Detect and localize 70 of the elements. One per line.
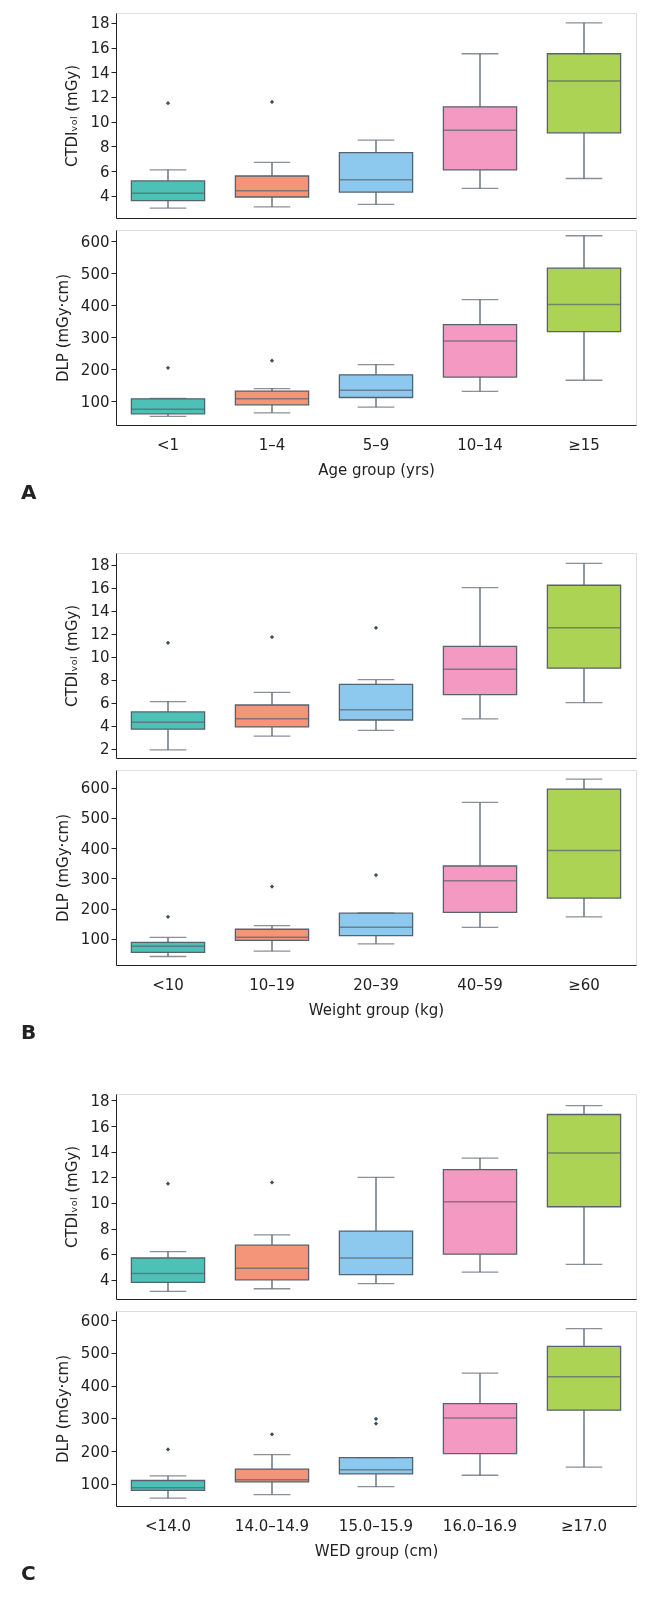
y-tick-label: 600 bbox=[80, 232, 110, 251]
y-tick-label: 2 bbox=[99, 740, 110, 759]
y-tick-label: 100 bbox=[80, 1475, 110, 1494]
y-tick-label: 6 bbox=[99, 162, 110, 181]
text: C bbox=[21, 1561, 36, 1585]
y-tick-label: 12 bbox=[90, 625, 110, 644]
y-tick-label: 16 bbox=[90, 39, 110, 58]
y-tick-label: 300 bbox=[80, 869, 110, 888]
x-tick-label: 10–14 bbox=[457, 435, 503, 454]
y-tick-label: 14 bbox=[90, 1143, 110, 1162]
y-tick-label: 8 bbox=[99, 1220, 110, 1239]
y-tick-label: 200 bbox=[80, 360, 110, 379]
y-tick-label: 4 bbox=[99, 717, 110, 736]
y-tick-label: 500 bbox=[80, 1344, 110, 1363]
x-tick-label: ≥15 bbox=[568, 435, 600, 454]
y-axis-title: CTDIᵥₒₗ (mGy) bbox=[63, 1145, 82, 1249]
y-tick-label: 6 bbox=[99, 1245, 110, 1264]
text: B bbox=[21, 1020, 37, 1044]
y-axis-title: CTDIᵥₒₗ (mGy) bbox=[63, 604, 82, 708]
y-tick-label: 300 bbox=[80, 328, 110, 347]
x-tick-label: 10–19 bbox=[249, 975, 295, 994]
y-tick-label: 14 bbox=[90, 63, 110, 82]
y-axis-title: CTDIᵥₒₗ (mGy) bbox=[63, 64, 82, 168]
text: A bbox=[21, 480, 37, 504]
y-tick-label: 200 bbox=[80, 1442, 110, 1461]
y-tick-label: 100 bbox=[80, 930, 110, 949]
y-tick-label: 18 bbox=[90, 556, 110, 575]
y-axis-title: DLP (mGy·cm) bbox=[53, 813, 72, 923]
y-tick-label: 8 bbox=[99, 137, 110, 156]
y-tick-label: 12 bbox=[90, 1168, 110, 1187]
x-tick-label: 20–39 bbox=[353, 975, 399, 994]
x-tick-label: 16.0–16.9 bbox=[442, 1516, 518, 1535]
y-tick-label: 16 bbox=[90, 1117, 110, 1136]
y-tick-label: 8 bbox=[99, 671, 110, 690]
y-tick-label: 12 bbox=[90, 88, 110, 107]
x-tick-label: 1–4 bbox=[258, 435, 286, 454]
x-axis-title: Age group (yrs) bbox=[318, 460, 435, 479]
y-axis-title: DLP (mGy·cm) bbox=[53, 1354, 72, 1464]
y-axis-title: DLP (mGy·cm) bbox=[53, 273, 72, 383]
y-tick-label: 4 bbox=[99, 1271, 110, 1290]
x-tick-label: 15.0–15.9 bbox=[338, 1516, 414, 1535]
y-tick-label: 18 bbox=[90, 1091, 110, 1110]
y-tick-label: 18 bbox=[90, 14, 110, 33]
x-tick-label: 5–9 bbox=[362, 435, 390, 454]
x-tick-label: <1 bbox=[156, 435, 180, 454]
y-tick-label: 500 bbox=[80, 809, 110, 828]
y-tick-label: 14 bbox=[90, 602, 110, 621]
x-axis-title: WED group (cm) bbox=[314, 1541, 439, 1560]
y-tick-label: 400 bbox=[80, 296, 110, 315]
y-tick-label: 10 bbox=[90, 113, 110, 132]
y-tick-label: 400 bbox=[80, 839, 110, 858]
y-tick-label: 600 bbox=[80, 1311, 110, 1330]
x-tick-label: 40–59 bbox=[457, 975, 503, 994]
x-tick-label: ≥17.0 bbox=[561, 1516, 607, 1535]
y-tick-label: 500 bbox=[80, 264, 110, 283]
y-tick-label: 300 bbox=[80, 1409, 110, 1428]
x-tick-label: <10 bbox=[152, 975, 184, 994]
y-tick-label: 400 bbox=[80, 1377, 110, 1396]
y-tick-label: 10 bbox=[90, 648, 110, 667]
y-tick-label: 200 bbox=[80, 900, 110, 919]
x-tick-label: ≥60 bbox=[568, 975, 600, 994]
x-axis-title: Weight group (kg) bbox=[308, 1000, 445, 1019]
y-tick-label: 100 bbox=[80, 392, 110, 411]
y-tick-label: 6 bbox=[99, 694, 110, 713]
y-tick-label: 16 bbox=[90, 579, 110, 598]
x-tick-label: <14.0 bbox=[145, 1516, 191, 1535]
y-tick-label: 10 bbox=[90, 1194, 110, 1213]
y-tick-label: 4 bbox=[99, 187, 110, 206]
x-tick-label: 14.0–14.9 bbox=[234, 1516, 310, 1535]
y-tick-label: 600 bbox=[80, 779, 110, 798]
